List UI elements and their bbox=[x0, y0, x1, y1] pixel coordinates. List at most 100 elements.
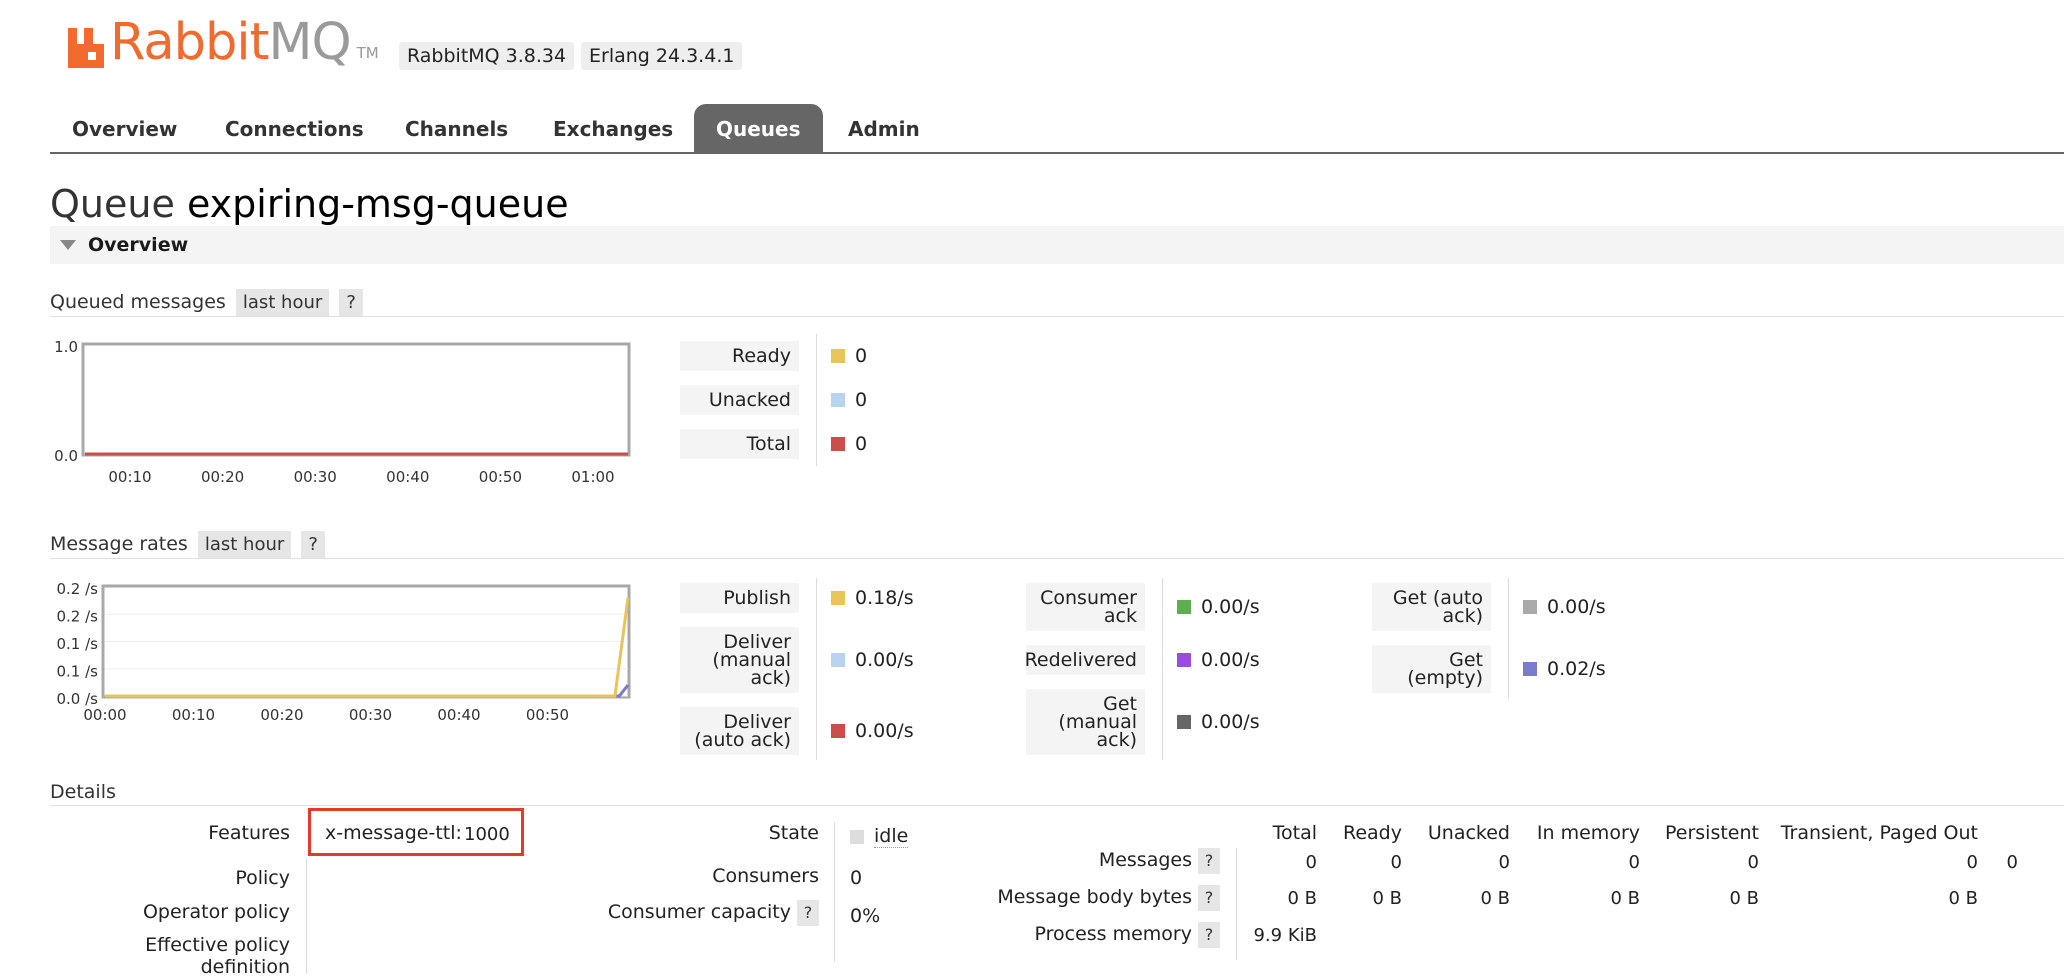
rabbitmq-logo[interactable]: RabbitMQ TM bbox=[66, 17, 379, 68]
table-header-ready: Ready bbox=[1343, 822, 1402, 844]
legend-swatch bbox=[831, 653, 845, 667]
queued-messages-chart: 1.0 0.0 00:10 00:20 00:30 00:40 00:50 01:00 bbox=[54, 338, 631, 486]
legend-label-redelivered: Redelivered bbox=[1025, 645, 1145, 675]
rabbit-logo-icon bbox=[66, 28, 106, 68]
message-rates-chart: 0.2 /s 0.2 /s 0.1 /s 0.1 /s 0.0 /s 00:00 00:1… bbox=[57, 580, 631, 724]
x-tick-label: 00:40 bbox=[437, 706, 480, 724]
features-label: Features bbox=[208, 822, 290, 844]
x-tick-label: 00:20 bbox=[260, 706, 303, 724]
main-nav-tabs: Overview Connections Channels Exchanges … bbox=[50, 104, 2064, 154]
table-header-persistent: Persistent bbox=[1665, 822, 1759, 844]
messages-paged-out: 0 bbox=[2006, 852, 2018, 873]
state-value: idle bbox=[850, 825, 909, 848]
table-header-unacked: Unacked bbox=[1427, 822, 1510, 844]
logo-text-main: Rabbit bbox=[110, 13, 269, 72]
legend-label-deliver-manual-ack: Deliver (manual ack) bbox=[680, 627, 799, 693]
legend-divider bbox=[816, 578, 817, 760]
process-memory-help-button[interactable]: ? bbox=[1198, 922, 1220, 948]
overview-section-toggle[interactable]: Overview bbox=[50, 226, 2064, 264]
legend-label-consumer-ack: Consumer ack bbox=[1026, 583, 1145, 631]
body-bytes-transient: 0 B bbox=[1948, 888, 1978, 909]
legend-value-text: 0.00/s bbox=[1201, 596, 1260, 618]
y-tick-label: 0.2 /s bbox=[57, 608, 99, 626]
tab-connections[interactable]: Connections bbox=[225, 117, 364, 141]
details-divider bbox=[834, 822, 835, 962]
consumer-capacity-value: 0% bbox=[850, 905, 881, 927]
y-tick-label: 0.1 /s bbox=[57, 663, 99, 681]
legend-swatch bbox=[831, 724, 845, 738]
logo-trademark: TM bbox=[356, 44, 379, 62]
legend-value-text: 0 bbox=[855, 389, 868, 411]
policy-label: Policy bbox=[235, 867, 290, 889]
consumers-value: 0 bbox=[850, 867, 863, 889]
legend-label-ready: Ready bbox=[680, 341, 799, 371]
x-tick-label: 00:20 bbox=[201, 468, 244, 486]
body-bytes-in-memory: 0 B bbox=[1610, 888, 1640, 909]
queued-messages-help-button[interactable]: ? bbox=[339, 288, 363, 317]
tab-exchanges[interactable]: Exchanges bbox=[553, 117, 674, 141]
consumer-capacity-help-button[interactable]: ? bbox=[797, 900, 819, 926]
message-rates-caption: Message rates bbox=[50, 533, 188, 555]
legend-divider bbox=[816, 334, 817, 466]
state-value-text: idle bbox=[874, 825, 909, 848]
tab-overview[interactable]: Overview bbox=[72, 117, 178, 141]
message-body-bytes-help-button[interactable]: ? bbox=[1198, 885, 1220, 911]
message-rates-range-toggle[interactable]: last hour bbox=[197, 530, 292, 559]
legend-swatch bbox=[831, 349, 845, 363]
queue-name: expiring-msg-queue bbox=[186, 182, 569, 226]
messages-total: 0 bbox=[1305, 852, 1317, 873]
x-tick-label: 00:00 bbox=[83, 706, 126, 724]
legend-value-text: 0.00/s bbox=[855, 720, 914, 742]
legend-value-text: 0.00/s bbox=[1201, 711, 1260, 733]
x-tick-label: 00:10 bbox=[108, 468, 151, 486]
legend-swatch bbox=[1177, 600, 1191, 614]
legend-value-deliver-auto-ack: 0.00/s bbox=[831, 716, 914, 746]
divider bbox=[50, 316, 2064, 317]
message-body-bytes-row-label: Message body bytes? bbox=[950, 885, 1220, 911]
messages-persistent: 0 bbox=[1747, 852, 1759, 873]
legend-value-text: 0.00/s bbox=[855, 649, 914, 671]
legend-value-get-empty: 0.02/s bbox=[1523, 654, 1606, 684]
tab-queues[interactable]: Queues bbox=[694, 104, 823, 152]
legend-swatch bbox=[1177, 715, 1191, 729]
consumer-capacity-row: Consumer capacity? bbox=[560, 900, 819, 926]
details-divider bbox=[306, 858, 307, 974]
x-tick-label: 00:40 bbox=[386, 468, 429, 486]
body-bytes-total: 0 B bbox=[1287, 888, 1317, 909]
x-tick-label: 01:00 bbox=[571, 468, 614, 486]
legend-value-get-auto-ack: 0.00/s bbox=[1523, 592, 1606, 622]
y-tick-label: 0.0 /s bbox=[57, 690, 99, 708]
overview-section-title: Overview bbox=[88, 234, 189, 256]
message-rates-header: Message rates last hour ? bbox=[50, 529, 325, 559]
message-body-bytes-label: Message body bytes bbox=[997, 886, 1192, 908]
table-header-total: Total bbox=[1272, 822, 1317, 844]
legend-value-publish: 0.18/s bbox=[831, 583, 914, 613]
messages-in-memory: 0 bbox=[1628, 852, 1640, 873]
tab-channels[interactable]: Channels bbox=[405, 117, 509, 141]
legend-value-total: 0 bbox=[831, 429, 867, 459]
y-tick-label: 0.2 /s bbox=[57, 580, 99, 598]
feature-value: 1000 bbox=[464, 824, 510, 845]
legend-swatch bbox=[831, 437, 845, 451]
details-divider bbox=[1236, 848, 1237, 960]
x-tick-label: 00:50 bbox=[526, 706, 569, 724]
x-tick-label: 00:30 bbox=[349, 706, 392, 724]
messages-ready: 0 bbox=[1390, 852, 1402, 873]
process-memory-value: 9.9 KiB bbox=[1253, 925, 1317, 946]
legend-label-unacked: Unacked bbox=[680, 385, 799, 415]
details-caption: Details bbox=[50, 781, 116, 803]
state-indicator-icon bbox=[850, 829, 864, 844]
page-title: Queue expiring-msg-queue bbox=[50, 176, 569, 232]
legend-value-deliver-manual-ack: 0.00/s bbox=[831, 645, 914, 675]
messages-help-button[interactable]: ? bbox=[1198, 848, 1220, 874]
feature-key: x-message-ttl: bbox=[325, 822, 462, 844]
erlang-version-badge: Erlang 24.3.4.1 bbox=[581, 42, 743, 70]
tab-admin[interactable]: Admin bbox=[848, 117, 920, 141]
message-rates-help-button[interactable]: ? bbox=[301, 530, 325, 559]
messages-transient: 0 bbox=[1966, 852, 1978, 873]
y-tick-label: 0.0 bbox=[54, 447, 78, 465]
messages-row-label: Messages? bbox=[950, 848, 1220, 874]
x-tick-label: 00:50 bbox=[479, 468, 522, 486]
legend-label-deliver-auto-ack: Deliver (auto ack) bbox=[680, 707, 799, 755]
queued-messages-range-toggle[interactable]: last hour bbox=[235, 288, 330, 317]
